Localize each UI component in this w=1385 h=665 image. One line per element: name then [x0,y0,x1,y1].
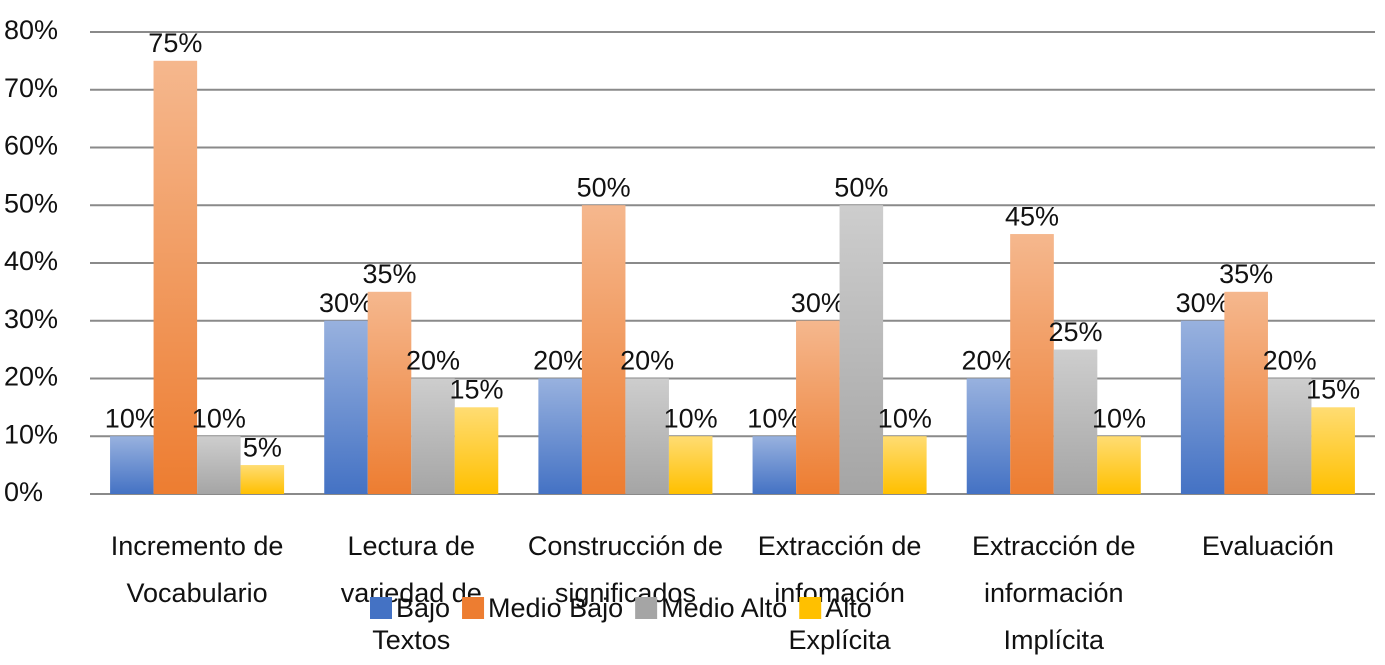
bar-highlight [367,291,412,494]
x-tick-label: Extracción de información Implícita [972,531,1136,655]
x-tick-label: Construcción de significados [528,531,723,608]
data-label: 15% [449,375,503,405]
bar-highlight [1311,407,1355,494]
y-tick-label: 80% [4,15,58,45]
data-label: 20% [620,346,674,376]
y-tick-label: 70% [4,73,58,103]
legend-swatch [635,597,658,619]
legend-label: Alto [825,593,872,623]
legend-swatch [462,597,485,619]
data-label: 20% [406,346,460,376]
data-label: 45% [1005,201,1059,231]
bar-highlight [1053,349,1098,494]
data-label: 10% [664,403,718,433]
data-label: 5% [243,432,282,462]
bar-highlight [625,378,669,494]
data-label: 20% [961,346,1015,376]
data-label: 15% [1306,375,1360,405]
data-label: 10% [747,403,801,433]
bar-highlight [153,60,198,494]
y-tick-label: 10% [4,419,58,449]
data-label: 35% [362,259,416,289]
bar-highlight [324,320,368,494]
bar-highlight [1224,291,1268,494]
legend-swatch [370,597,392,619]
y-tick-label: 40% [4,246,58,276]
data-label: 75% [148,28,202,58]
bar-highlight [966,378,1011,494]
bar-highlight [411,378,455,494]
data-label: 50% [834,172,888,202]
legend-label: Bajo [396,593,450,623]
y-tick-label: 0% [4,477,43,507]
legend-label: Medio Bajo [488,593,623,623]
x-tick-label: Extracción de infomación Explícita [758,531,922,655]
legend-swatch [799,597,822,619]
bar-highlight [110,436,154,494]
data-label: 50% [577,172,631,202]
data-label: 30% [791,288,845,318]
bar-highlight [240,465,285,494]
data-label: 10% [192,403,246,433]
data-label: 10% [105,403,159,433]
y-tick-label: 20% [4,362,58,392]
y-tick-label: 50% [4,188,58,218]
bar-highlight [839,205,884,494]
y-tick-label: 60% [4,131,58,161]
legend-label: Medio Alto [661,593,787,623]
bar-highlight [668,436,713,494]
bar-highlight [796,320,840,494]
bar-highlight [538,378,582,494]
data-label: 30% [319,288,373,318]
data-label: 35% [1219,259,1273,289]
bar-highlight [581,205,626,494]
data-label: 25% [1048,317,1102,347]
data-label: 20% [533,346,587,376]
x-tick-label: Incremento de Vocabulario [111,531,284,608]
bar-highlight [1010,234,1054,494]
bar-highlight [1267,378,1312,494]
bar-highlight [1097,436,1141,494]
bar-highlight [454,407,499,494]
bar-highlight [883,436,927,494]
data-label: 20% [1263,346,1317,376]
x-tick-label: Evaluación [1202,531,1334,561]
x-tick-label: Lectura de variedad de Textos [341,531,482,655]
data-label: 30% [1176,288,1230,318]
data-label: 10% [878,403,932,433]
y-tick-label: 30% [4,304,58,334]
bar-highlight [197,436,241,494]
data-label: 10% [1092,403,1146,433]
bar-highlight [1180,320,1225,494]
bar-highlight [752,436,797,494]
